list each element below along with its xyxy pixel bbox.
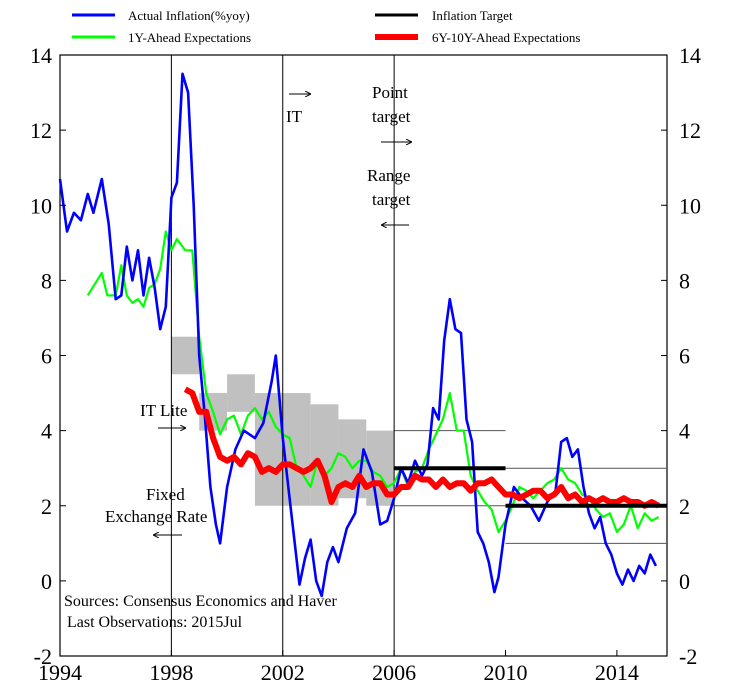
annotation-range-target-2: target	[372, 190, 411, 209]
x-tick-label: 2010	[484, 660, 528, 685]
legend-label-1y: 1Y-Ahead Expectations	[128, 30, 251, 45]
legend-label-actual: Actual Inflation(%yoy)	[128, 8, 250, 23]
annotation-point-target-2: target	[372, 107, 411, 126]
x-tick-label: 2014	[595, 660, 639, 685]
y-tick-right-label: 6	[679, 344, 690, 369]
y-tick-left-label: 6	[41, 344, 52, 369]
target-band-5	[310, 404, 339, 506]
y-tick-right-label: 8	[679, 268, 690, 293]
y-tick-left-label: 10	[30, 193, 52, 218]
y-tick-right-label: -2	[679, 644, 697, 669]
target-band-2	[227, 374, 255, 412]
annotations: IT Point target Range target IT Lite Fix…	[64, 83, 411, 631]
y-tick-right-label: 12	[679, 118, 701, 143]
annotation-it: IT	[286, 107, 303, 126]
last-observation-note: Last Observations: 2015Jul	[67, 614, 243, 631]
x-axis: 1994 1998 2002 2006 2010 2014	[38, 650, 639, 685]
y-tick-right-label: 10	[679, 193, 701, 218]
legend-label-target: Inflation Target	[432, 8, 513, 23]
y-tick-left-label: 0	[41, 569, 52, 594]
target-band-3	[254, 393, 283, 506]
target-band-4	[282, 393, 311, 506]
y-tick-right-label: 4	[679, 419, 690, 444]
annotation-fixed-2: Exchange Rate	[105, 507, 207, 526]
y-tick-right-label: 14	[679, 43, 701, 68]
annotation-range-target-1: Range	[367, 166, 410, 185]
y-tick-left-label: 14	[30, 43, 52, 68]
annotation-fixed-1: Fixed	[146, 485, 185, 504]
sources-note: Sources: Consensus Economics and Haver	[64, 593, 338, 610]
target-band-0	[171, 336, 200, 375]
y-tick-right-label: 2	[679, 494, 690, 519]
y-tick-left-label: -2	[34, 644, 52, 669]
series-lines	[58, 72, 667, 598]
range-target-lines	[394, 430, 667, 544]
y-tick-left-label: 8	[41, 268, 52, 293]
y-tick-left-label: 12	[30, 118, 52, 143]
x-tick-label: 2002	[261, 660, 305, 685]
legend: Actual Inflation(%yoy) 1Y-Ahead Expectat…	[72, 8, 580, 45]
series-6y-10y-ahead-expectations	[183, 386, 661, 509]
annotation-point-target-1: Point	[372, 83, 408, 102]
plot-frame	[59, 54, 668, 657]
legend-label-6y10y: 6Y-10Y-Ahead Expectations	[432, 30, 580, 45]
series-1y-ahead-expectations	[86, 230, 660, 534]
y-tick-left-label: 4	[41, 419, 52, 444]
annotation-it-lite: IT Lite	[140, 401, 187, 420]
y-tick-right-label: 0	[679, 569, 690, 594]
y-axis-right: -2 0 2 4 6 8 10 12 14	[661, 43, 701, 669]
y-axis-left: -2 0 2 4 6 8 10 12 14	[30, 43, 66, 669]
regime-vertical-lines	[170, 55, 395, 656]
x-tick-label: 1998	[149, 660, 193, 685]
x-tick-label: 1994	[38, 660, 82, 685]
x-tick-label: 2006	[372, 660, 416, 685]
y-tick-left-label: 2	[41, 494, 52, 519]
